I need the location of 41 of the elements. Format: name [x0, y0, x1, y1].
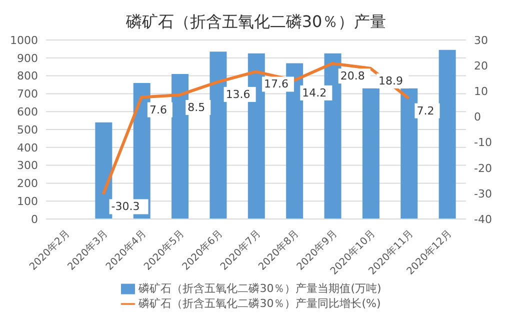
data-label: 7.2	[416, 104, 434, 118]
data-label: 14.2	[302, 86, 327, 100]
y-tick-label: 200	[17, 177, 38, 190]
data-label: 7.6	[149, 103, 167, 116]
y2-tick-label: 20	[474, 59, 488, 72]
bar	[172, 74, 189, 219]
y-tick-label: 100	[17, 195, 38, 208]
bar	[324, 53, 342, 219]
legend-label: 磷矿石（折含五氧化二磷30％）产量当期值(万吨)	[138, 282, 382, 295]
y2-tick-label: 0	[474, 110, 481, 124]
y2-tick-label: -40	[474, 212, 492, 226]
data-label: 8.5	[188, 100, 206, 114]
y-tick-label: 900	[17, 52, 38, 65]
y-tick-label: 700	[17, 88, 38, 101]
y-tick-label: 800	[17, 70, 38, 83]
bar	[210, 52, 227, 219]
y2-tick-label: -20	[474, 162, 492, 175]
y2-tick-label: -10	[474, 136, 492, 150]
chart-title: 磷矿石（折含五氧化二磷30％）产量	[126, 12, 386, 31]
data-label: 18.9	[378, 74, 404, 88]
bar	[362, 88, 380, 219]
y2-tick-label: -30	[474, 187, 492, 200]
bar	[248, 53, 265, 219]
y2-tick-label: 30	[474, 34, 488, 47]
y-tick-label: 300	[17, 159, 38, 172]
data-label: 17.6	[264, 78, 288, 91]
bar	[286, 63, 304, 219]
bar	[400, 88, 418, 219]
data-label: -30.3	[111, 200, 140, 214]
y-tick-label: 0	[31, 212, 38, 226]
bar	[95, 122, 112, 219]
y-tick-label: 400	[17, 141, 38, 154]
y-tick-label: 600	[17, 106, 38, 119]
line-series	[102, 62, 410, 196]
bar	[438, 50, 456, 219]
data-label: 20.8	[340, 70, 365, 83]
y-tick-label: 500	[17, 123, 38, 136]
y2-tick-label: 10	[474, 85, 488, 98]
legend-label: 磷矿石（折含五氧化二磷30％）产量同比增长(%)	[138, 297, 381, 310]
data-label: 13.6	[226, 88, 250, 101]
y-tick-label: 1000	[10, 34, 38, 47]
